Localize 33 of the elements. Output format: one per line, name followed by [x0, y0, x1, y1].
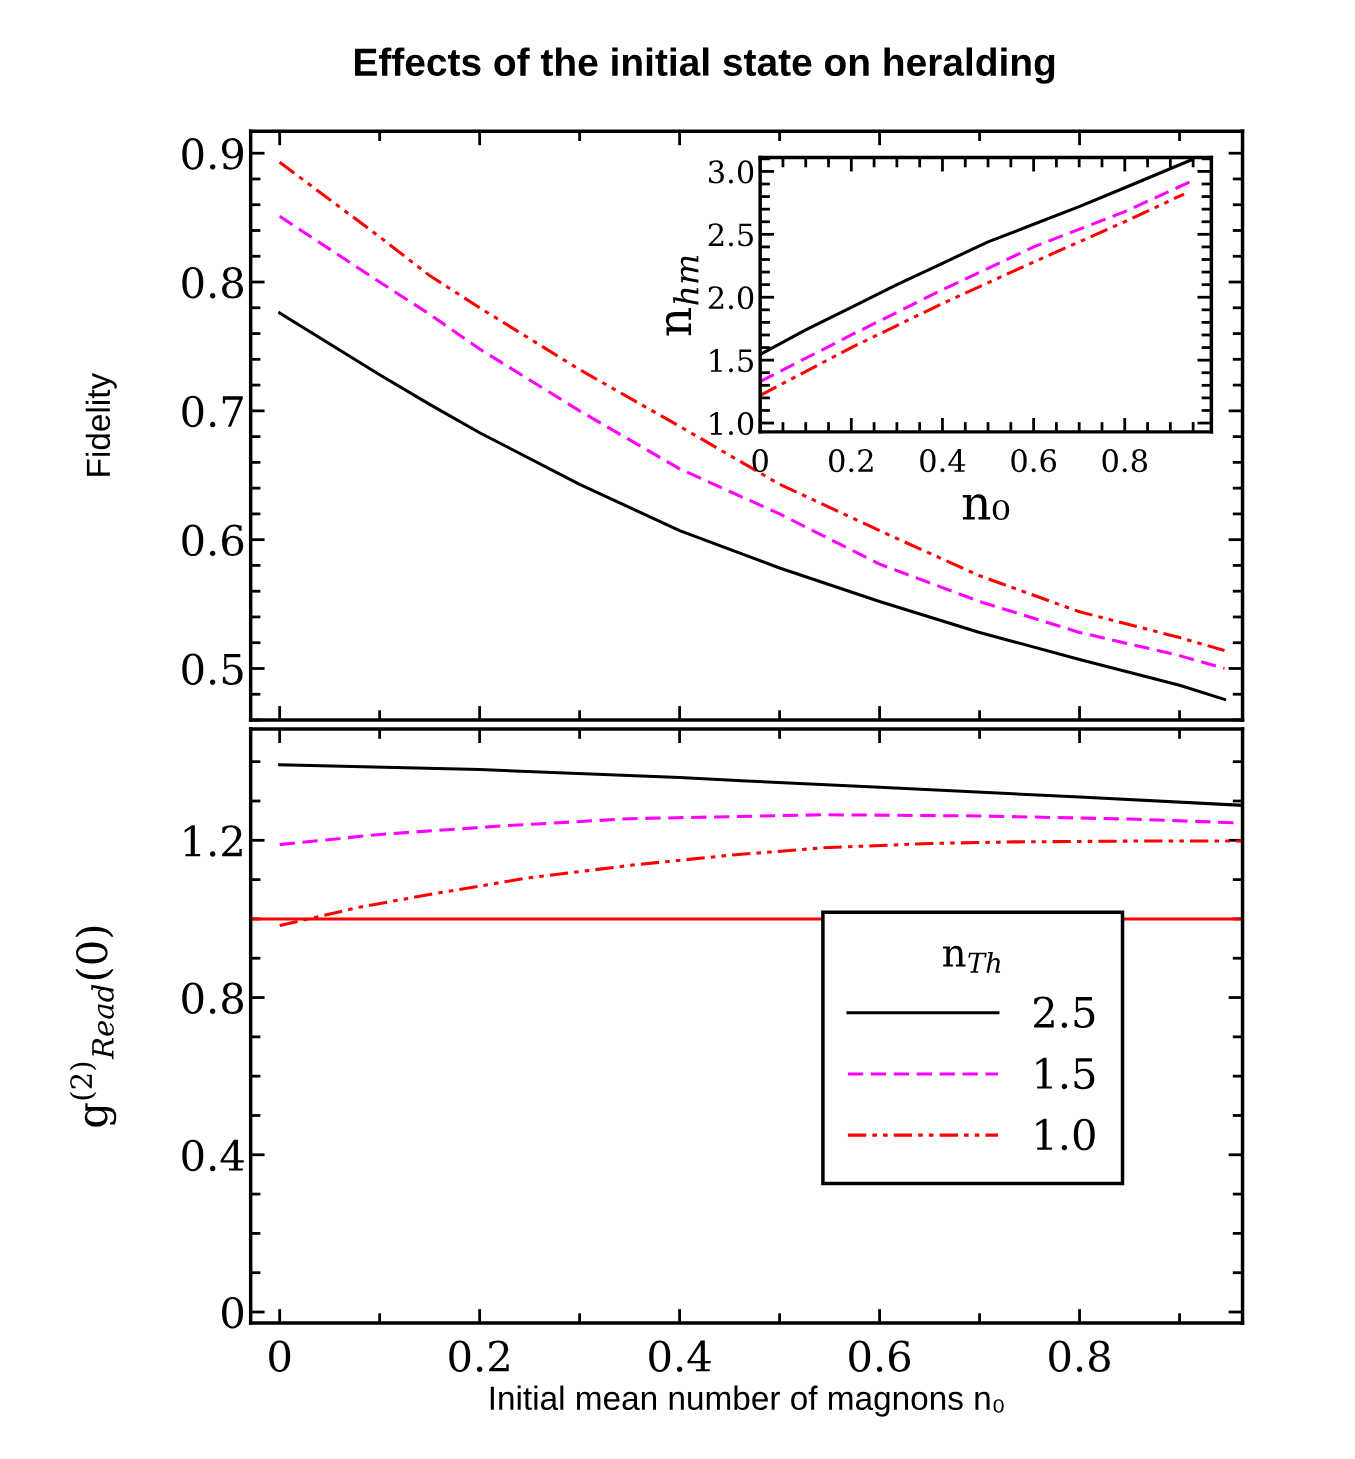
- x-tick-label: 0: [269, 1340, 291, 1372]
- y-axis-title: Fidelity: [85, 372, 117, 476]
- y-tick-label: 0.4: [182, 1139, 244, 1172]
- y-tick-label: 3.0: [709, 160, 754, 184]
- y-tick-label: 1.0: [710, 411, 754, 436]
- y-tick-label: 1.2: [184, 825, 242, 857]
- legend-label: 1.0: [1036, 1118, 1095, 1151]
- y-tick-label: 0.6: [182, 524, 244, 557]
- y-tick-label: 0.8: [182, 982, 244, 1014]
- y-tick-label: 0.7: [182, 395, 243, 428]
- legend-label: 2.5: [1034, 996, 1095, 1029]
- y-tick-label: 2.5: [708, 223, 753, 247]
- x-tick-label: 0.6: [849, 1340, 911, 1372]
- y-tick-label: 2.0: [708, 286, 754, 310]
- y-axis-title: n$_{hm}$: [665, 256, 699, 336]
- y-tick-label: 0.8: [182, 266, 244, 299]
- x-tick-label: 0.8: [1049, 1340, 1110, 1372]
- x-tick-label: 0.6: [1011, 449, 1056, 473]
- legend-label: 1.5: [1036, 1057, 1095, 1090]
- x-tick-label: 0.4: [920, 449, 966, 473]
- y-tick-label: 1.5: [710, 349, 753, 373]
- x-tick-label: 0.4: [649, 1340, 711, 1372]
- y-tick-label: 0.5: [182, 653, 243, 685]
- x-tick-label: 0.2: [449, 1340, 509, 1372]
- legend-title: n$_{Th}$: [943, 945, 1001, 973]
- y-axis-title: g$^{(2)}$$_{Read}$(0): [69, 926, 117, 1127]
- x-axis-title: n₀: [962, 494, 1010, 521]
- x-axis-title: Initial mean number of magnons n₀: [490, 1385, 1004, 1417]
- x-tick-label: 0.2: [829, 449, 873, 473]
- y-tick-label: 0.9: [182, 138, 244, 170]
- chart-title: Effects of the initial state on heralding: [355, 47, 1055, 84]
- y-tick-label: 0: [222, 1296, 244, 1329]
- x-tick-label: 0.8: [1102, 449, 1148, 473]
